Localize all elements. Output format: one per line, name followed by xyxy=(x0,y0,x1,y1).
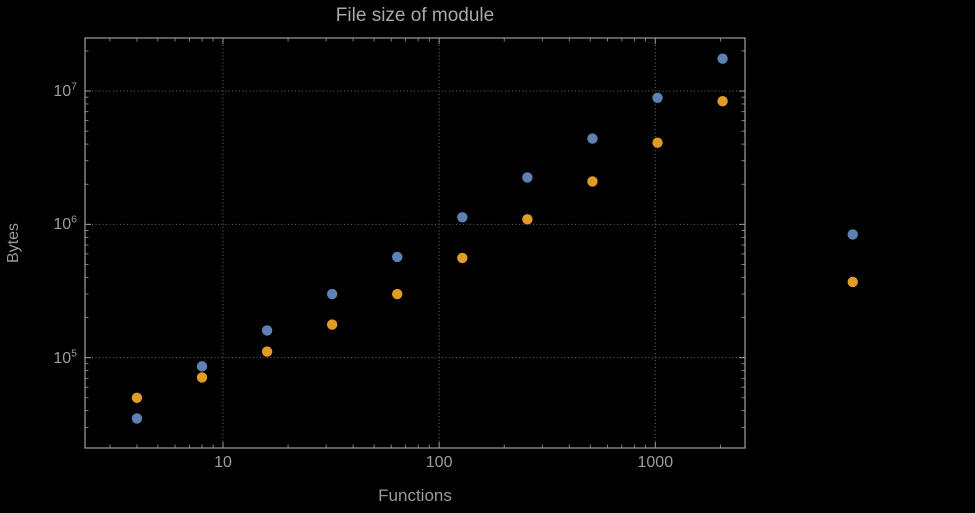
y-tick-label: 106 xyxy=(53,213,77,234)
data-point-orange xyxy=(717,95,728,107)
x-axis-label: Functions xyxy=(378,486,452,505)
data-point-blue xyxy=(326,288,338,300)
data-point-orange xyxy=(326,319,338,330)
y-tick-label: 107 xyxy=(53,80,77,100)
data-point-orange xyxy=(847,276,858,288)
x-tick-label: 10 xyxy=(214,454,232,471)
data-point-blue xyxy=(131,413,143,424)
y-axis-label: Bytes xyxy=(5,222,22,264)
data-point-orange xyxy=(131,392,143,403)
x-tick-label: 100 xyxy=(425,454,453,471)
data-point-orange xyxy=(392,288,403,300)
data-point-orange xyxy=(587,176,598,187)
data-point-blue xyxy=(587,133,598,144)
data-point-blue xyxy=(652,92,663,103)
chart-title: File size of module xyxy=(335,5,495,26)
data-point-orange xyxy=(522,214,533,225)
data-point-blue xyxy=(717,53,728,64)
data-point-blue xyxy=(522,172,533,183)
data-point-blue xyxy=(196,361,208,372)
data-point-orange xyxy=(261,346,273,357)
y-tick-label: 105 xyxy=(53,347,77,367)
data-point-blue xyxy=(261,325,273,336)
data-point-blue xyxy=(847,229,858,240)
data-point-orange xyxy=(457,252,468,264)
x-tick-label: 1000 xyxy=(637,454,674,471)
plot-frame xyxy=(84,37,746,449)
data-point-blue xyxy=(457,212,468,223)
data-point-blue xyxy=(392,251,403,263)
data-point-orange xyxy=(652,137,663,148)
data-point-orange xyxy=(196,372,208,383)
